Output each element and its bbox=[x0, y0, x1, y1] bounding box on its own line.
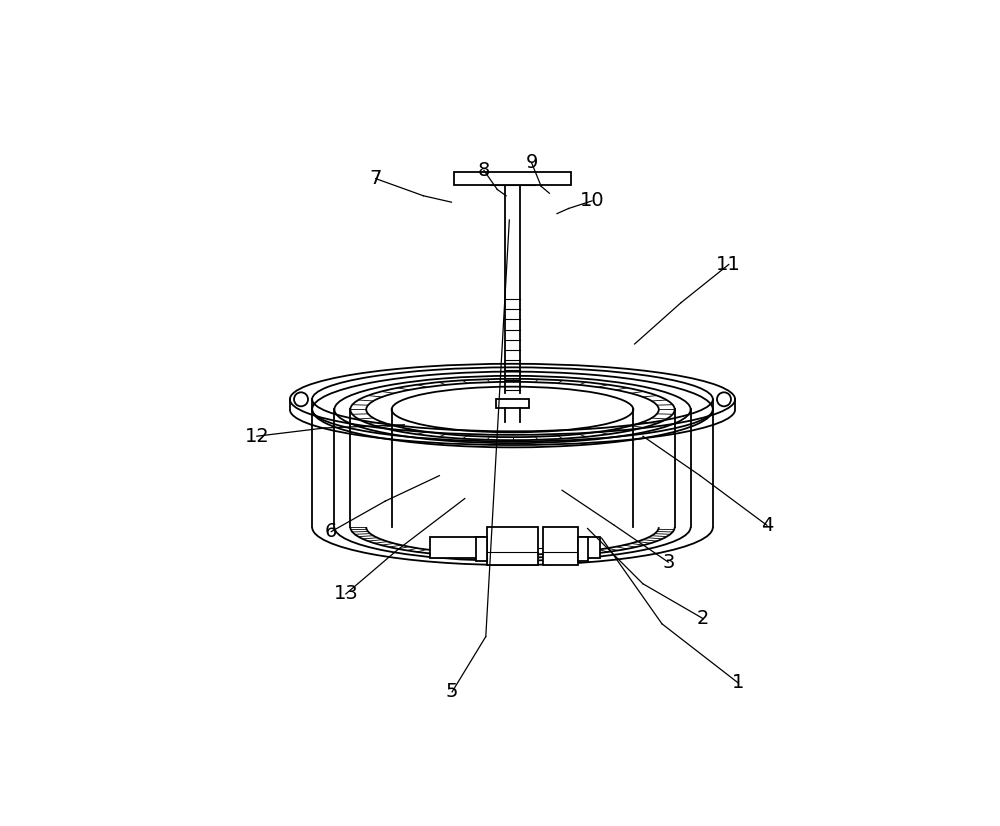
Text: 3: 3 bbox=[662, 553, 675, 572]
Text: 13: 13 bbox=[333, 585, 358, 604]
Bar bbox=[543, 527, 578, 565]
Text: 9: 9 bbox=[525, 153, 538, 173]
Bar bbox=[430, 537, 484, 558]
Text: 2: 2 bbox=[697, 610, 709, 629]
Circle shape bbox=[717, 392, 731, 406]
Text: 12: 12 bbox=[244, 427, 269, 446]
Text: 11: 11 bbox=[716, 255, 741, 274]
Circle shape bbox=[294, 392, 308, 406]
Bar bbox=[487, 527, 538, 565]
Text: 5: 5 bbox=[446, 682, 458, 701]
Bar bbox=[454, 173, 571, 185]
Text: 10: 10 bbox=[580, 192, 604, 211]
Bar bbox=[476, 537, 487, 561]
Text: 8: 8 bbox=[478, 161, 490, 180]
Text: 7: 7 bbox=[370, 169, 382, 188]
Bar bbox=[578, 537, 588, 561]
Text: 6: 6 bbox=[325, 522, 337, 541]
Bar bbox=[581, 537, 600, 558]
Text: 4: 4 bbox=[761, 515, 773, 534]
Text: 1: 1 bbox=[732, 673, 744, 692]
Bar bbox=[496, 399, 529, 408]
